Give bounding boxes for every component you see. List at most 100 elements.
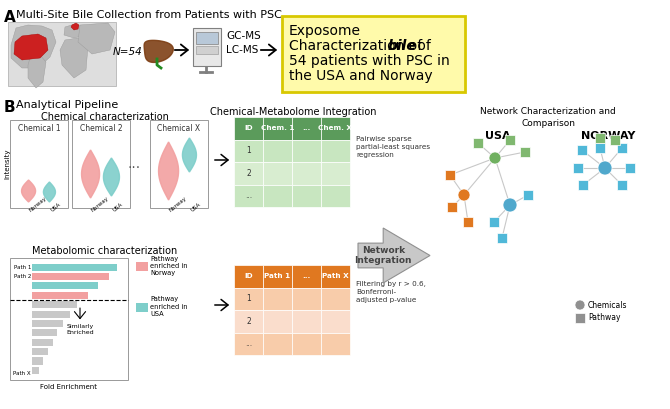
Bar — [617, 180, 627, 190]
Text: GC-MS
LC-MS: GC-MS LC-MS — [226, 31, 261, 55]
Bar — [292, 310, 321, 333]
Bar — [321, 288, 350, 310]
Bar — [32, 339, 53, 346]
Bar — [234, 184, 263, 207]
Bar — [292, 265, 321, 288]
Bar — [321, 117, 350, 139]
Bar — [32, 282, 98, 290]
Bar — [292, 333, 321, 355]
Bar — [263, 310, 292, 333]
Text: Norway: Norway — [90, 196, 110, 213]
Text: ...: ... — [245, 191, 252, 200]
Circle shape — [598, 161, 612, 175]
Text: Chemical-Metabolome Integration: Chemical-Metabolome Integration — [210, 107, 377, 117]
Text: Norway: Norway — [29, 196, 48, 213]
Bar — [263, 333, 292, 355]
Bar — [32, 367, 39, 374]
Bar — [473, 138, 483, 148]
Text: ID: ID — [244, 273, 253, 279]
Bar — [497, 233, 507, 243]
Bar — [234, 139, 263, 162]
Bar — [463, 217, 473, 227]
Bar — [263, 139, 292, 162]
Polygon shape — [64, 24, 82, 38]
Text: Path X: Path X — [322, 273, 349, 279]
Text: ...: ... — [127, 157, 141, 171]
Bar — [292, 184, 321, 207]
Bar — [32, 329, 58, 336]
Bar — [32, 292, 88, 299]
Bar — [292, 288, 321, 310]
Bar — [150, 120, 208, 208]
Bar — [32, 273, 109, 280]
Bar — [520, 147, 530, 157]
Text: USA: USA — [50, 202, 62, 213]
Polygon shape — [358, 228, 430, 283]
Bar — [577, 145, 587, 155]
Text: USA: USA — [111, 202, 123, 213]
Bar — [617, 143, 627, 153]
Text: 2: 2 — [246, 169, 251, 178]
Text: Exposome: Exposome — [289, 24, 361, 38]
Polygon shape — [60, 38, 88, 78]
Bar — [321, 265, 350, 288]
Text: Analytical Pipeline: Analytical Pipeline — [16, 100, 118, 110]
Bar — [263, 117, 292, 139]
Text: Chemical X: Chemical X — [157, 124, 200, 133]
Bar — [193, 28, 221, 66]
Text: of: of — [413, 39, 431, 53]
Text: N=54: N=54 — [113, 47, 143, 57]
Text: Pathway: Pathway — [588, 314, 620, 323]
Bar — [32, 320, 63, 327]
Bar — [321, 333, 350, 355]
Bar — [234, 310, 263, 333]
Text: Path 1: Path 1 — [265, 273, 291, 279]
Text: the USA and Norway: the USA and Norway — [289, 69, 433, 83]
Text: Metabolomic characterization: Metabolomic characterization — [32, 246, 178, 256]
Bar — [595, 143, 605, 153]
Polygon shape — [11, 25, 56, 68]
Bar — [595, 133, 605, 143]
Bar — [8, 22, 116, 86]
Text: A: A — [4, 10, 16, 25]
Bar — [196, 46, 218, 54]
Text: Chem. X: Chem. X — [318, 125, 352, 131]
Bar — [196, 32, 218, 44]
Bar — [136, 262, 148, 271]
Polygon shape — [14, 34, 48, 60]
Bar — [263, 288, 292, 310]
Text: Chem. 1: Chem. 1 — [261, 125, 294, 131]
Polygon shape — [103, 158, 119, 196]
Polygon shape — [82, 150, 100, 198]
Bar — [575, 313, 585, 323]
Polygon shape — [78, 23, 115, 54]
Bar — [32, 310, 70, 318]
Text: NORWAY: NORWAY — [581, 131, 635, 141]
Bar — [263, 184, 292, 207]
Bar — [10, 120, 68, 208]
Bar — [321, 139, 350, 162]
Text: Network Characterization and
Comparison: Network Characterization and Comparison — [480, 107, 616, 128]
Bar — [263, 162, 292, 184]
Text: Similarly
Enriched: Similarly Enriched — [66, 324, 94, 335]
Bar — [234, 117, 263, 139]
Bar — [321, 162, 350, 184]
Bar — [321, 184, 350, 207]
Text: USA: USA — [485, 131, 511, 141]
Text: 2: 2 — [246, 317, 251, 326]
Text: Norway: Norway — [169, 196, 188, 213]
Bar — [234, 265, 263, 288]
Text: Chemical characterization: Chemical characterization — [41, 112, 169, 122]
Text: ID: ID — [244, 125, 253, 131]
Circle shape — [575, 300, 585, 310]
Bar — [573, 163, 583, 173]
Bar — [321, 310, 350, 333]
Bar — [445, 170, 455, 180]
Bar — [292, 139, 321, 162]
Circle shape — [489, 152, 501, 164]
Bar — [292, 117, 321, 139]
Text: Characterization of: Characterization of — [289, 39, 427, 53]
Circle shape — [458, 189, 470, 201]
Text: Filtering by r > 0.6,
Bonferroni-
adjusted p-value: Filtering by r > 0.6, Bonferroni- adjust… — [356, 281, 426, 303]
Polygon shape — [182, 138, 196, 172]
